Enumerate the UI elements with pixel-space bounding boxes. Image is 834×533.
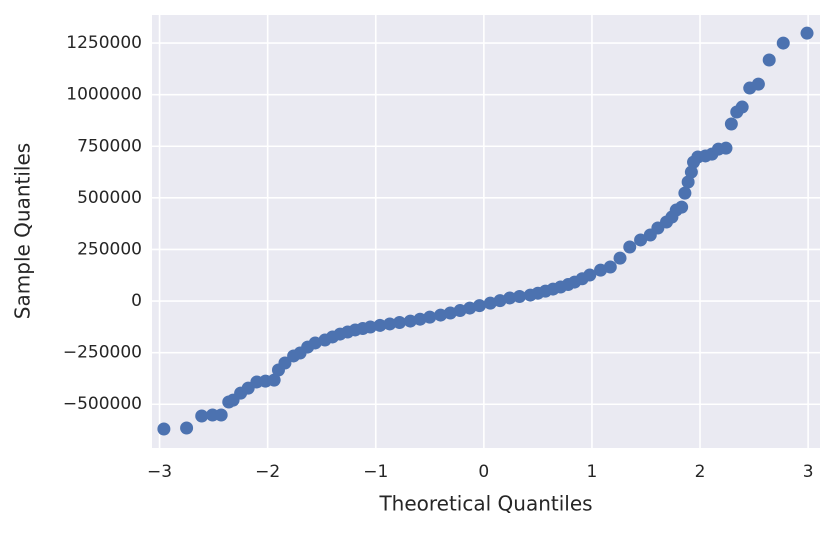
x-tick-label: 0: [478, 462, 489, 482]
x-tick-label: 3: [803, 462, 814, 482]
point: [735, 100, 749, 114]
point: [751, 77, 765, 91]
point: [503, 291, 517, 305]
point: [403, 314, 417, 328]
x-tick-label: 1: [587, 462, 598, 482]
x-tick-label: −2: [255, 462, 280, 482]
point: [195, 409, 209, 423]
point: [719, 141, 733, 155]
point: [453, 304, 467, 318]
x-axis-label: Theoretical Quantiles: [378, 492, 592, 516]
point: [434, 308, 448, 322]
point: [724, 117, 738, 131]
y-axis-label: Sample Quantiles: [11, 143, 35, 319]
point: [681, 175, 695, 189]
point: [423, 310, 437, 324]
x-tick-label: −1: [363, 462, 388, 482]
point: [483, 296, 497, 310]
point: [678, 186, 692, 200]
point: [383, 317, 397, 331]
y-tick-label: 500000: [77, 188, 142, 208]
point: [473, 299, 487, 313]
point: [278, 356, 292, 370]
point: [800, 26, 814, 40]
x-tick-label: 2: [695, 462, 706, 482]
point: [157, 422, 171, 436]
point: [623, 240, 637, 254]
point: [684, 165, 698, 179]
point: [214, 408, 228, 422]
points: [157, 26, 814, 436]
y-tick-label: −250000: [63, 343, 142, 363]
point: [634, 233, 648, 247]
point: [493, 294, 507, 308]
point: [513, 290, 527, 304]
y-tick-label: 750000: [77, 136, 142, 156]
point: [463, 301, 477, 315]
point: [776, 36, 790, 50]
y-tick-label: 250000: [77, 239, 142, 259]
y-tick-label: 1000000: [66, 85, 142, 105]
point: [583, 268, 597, 282]
point: [613, 251, 627, 265]
point: [393, 316, 407, 330]
point: [603, 260, 617, 274]
point: [413, 312, 427, 326]
y-tick-label: 0: [131, 291, 142, 311]
point: [762, 53, 776, 67]
point: [267, 373, 281, 387]
x-tick-label: −3: [147, 462, 172, 482]
point: [675, 200, 689, 214]
point: [363, 320, 377, 334]
point: [373, 318, 387, 332]
y-tick-label: −500000: [63, 394, 142, 414]
point: [180, 421, 194, 435]
y-tick-label: 1250000: [66, 33, 142, 53]
point: [443, 306, 457, 320]
